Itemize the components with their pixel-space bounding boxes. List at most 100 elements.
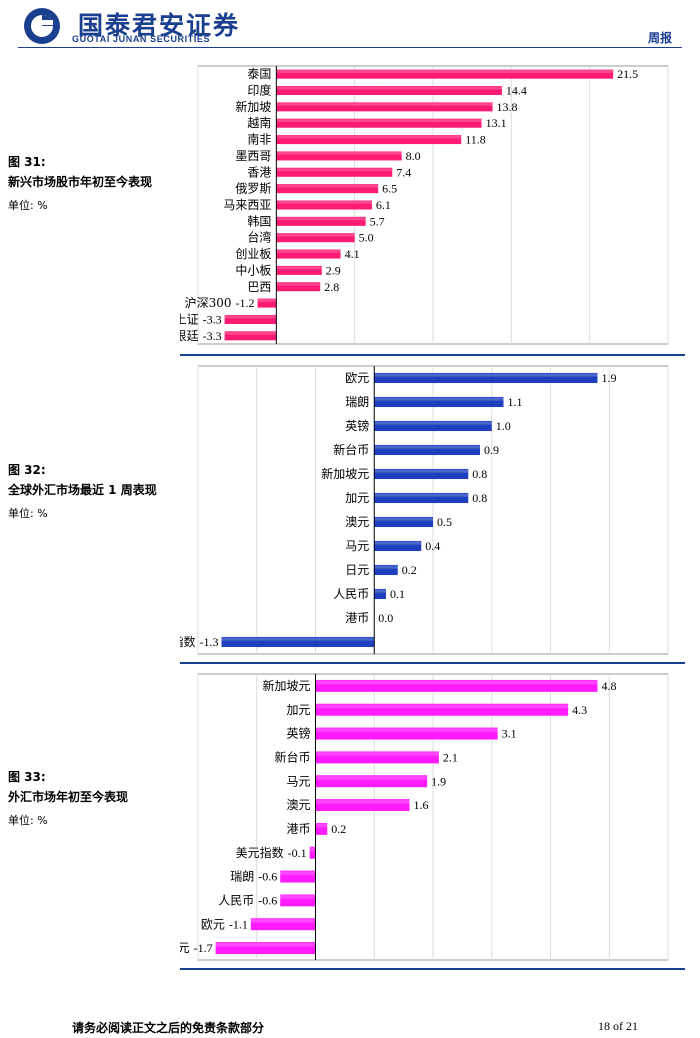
- category-label: 创业板: [235, 247, 271, 261]
- bar: [374, 420, 492, 432]
- bar-group: [221, 636, 375, 648]
- data-label: 0.1: [390, 587, 405, 601]
- figure-32-divider: [180, 662, 685, 664]
- figure-33-title: 外汇市场年初至今表现: [8, 790, 129, 804]
- data-label: 6.1: [376, 198, 391, 212]
- bar: [315, 679, 598, 692]
- bar-group: [257, 298, 277, 308]
- category-label: 澳元: [286, 798, 310, 812]
- bar-group: [374, 468, 469, 480]
- bar-highlight: [280, 894, 316, 900]
- data-label: 5.0: [359, 231, 374, 245]
- category-label: 韩国: [247, 213, 271, 228]
- figure-31-chart: 21.5 泰国 14.4 印度 13.8 新加坡 13.1 越南 11.8 南非 8.0 墨西哥 7.4…: [180, 65, 669, 345]
- figure-31-title: 新兴市场股市年初至今表现: [8, 175, 153, 189]
- bar-group: [309, 846, 316, 859]
- bar-group: [374, 516, 433, 528]
- data-label: 0.8: [472, 467, 487, 481]
- bar-highlight: [315, 775, 428, 781]
- bar-group: [276, 167, 393, 177]
- bar-highlight: [276, 184, 379, 188]
- bar-highlight: [315, 727, 498, 733]
- category-label: 马元: [286, 774, 310, 788]
- bar-group: [315, 727, 498, 740]
- disclaimer-note: 请务必阅读正文之后的免责条款部分: [72, 1021, 265, 1035]
- bar: [221, 636, 375, 648]
- category-label: 英镑: [345, 418, 369, 433]
- category-label: 英镑: [286, 726, 310, 741]
- category-label: 新台币: [274, 749, 310, 764]
- category-label: 台湾: [247, 230, 271, 245]
- data-label: 13.1: [486, 116, 507, 130]
- bar: [280, 870, 316, 883]
- bar-highlight: [374, 396, 504, 402]
- bar: [374, 396, 504, 408]
- bar-highlight: [276, 69, 614, 74]
- bar-group: [374, 372, 598, 384]
- data-label: 3.1: [502, 727, 517, 741]
- category-label: 日元: [180, 941, 190, 955]
- bar-highlight: [276, 118, 482, 123]
- category-label: 马来西亚: [223, 198, 271, 212]
- figure-33-divider: [180, 968, 685, 970]
- bar-highlight: [224, 331, 277, 336]
- data-label: 0.9: [484, 443, 499, 457]
- bar: [315, 822, 328, 835]
- category-label: 美元指数: [236, 845, 284, 860]
- category-label: 中国上证: [180, 311, 199, 326]
- data-label: 1.1: [508, 395, 523, 409]
- bar-group: [315, 799, 410, 812]
- data-label: 8.0: [406, 149, 421, 163]
- data-label: 0.4: [425, 539, 440, 553]
- data-label: 1.0: [496, 419, 511, 433]
- category-label: 印度: [247, 83, 271, 98]
- bar-group: [315, 703, 569, 716]
- bar-group: [374, 540, 422, 552]
- bar: [276, 233, 355, 243]
- category-label: 沪深300: [185, 296, 232, 310]
- figure-31-label: 图 31:: [8, 155, 46, 169]
- bar-highlight: [276, 216, 366, 221]
- category-label: 中小板: [235, 262, 271, 277]
- data-label: -1.7: [194, 941, 213, 955]
- bar-highlight: [276, 265, 322, 270]
- data-label: 0.8: [472, 491, 487, 505]
- category-label: 巴西: [247, 280, 271, 294]
- bar-group: [315, 775, 428, 788]
- bar-group: [276, 216, 366, 226]
- bar: [276, 265, 322, 275]
- category-label: 马元: [345, 539, 369, 553]
- bar-highlight: [276, 282, 321, 287]
- bar-highlight: [276, 102, 493, 107]
- data-label: 0.2: [402, 563, 417, 577]
- bar-group: [224, 331, 277, 341]
- category-label: 人民币: [218, 893, 254, 907]
- category-label: 加元: [345, 491, 369, 505]
- data-label: 1.9: [431, 774, 446, 788]
- figure-33-caption: 图 33: 外汇市场年初至今表现 单位: %: [8, 767, 176, 831]
- data-label: 4.1: [345, 247, 360, 261]
- data-label: -1.3: [200, 635, 219, 649]
- bar: [374, 588, 386, 600]
- bar-highlight: [276, 86, 502, 90]
- figure-32-label: 图 32:: [8, 463, 46, 477]
- data-label: -3.3: [203, 329, 222, 343]
- bar-highlight: [374, 444, 480, 450]
- bar: [276, 200, 372, 210]
- company-logo-icon: [24, 8, 60, 44]
- bar: [276, 86, 502, 96]
- bar: [315, 703, 569, 716]
- bar-highlight: [315, 679, 598, 685]
- category-label: 人民币: [333, 587, 369, 601]
- bar-group: [276, 102, 493, 112]
- report-header: 国泰君安证券 GUOTAI JUNAN SECURITIES 周报: [0, 0, 700, 50]
- bar: [374, 444, 480, 456]
- figure-33-chart: 4.8 新加坡元 4.3 加元 3.1 英镑 2.1 新台币 1.9 马元 1.6 澳元 0.2 港币 -0…: [180, 673, 669, 961]
- bar-group: [374, 564, 398, 576]
- figure-31-caption: 图 31: 新兴市场股市年初至今表现 单位: %: [8, 152, 176, 216]
- company-name-en: GUOTAI JUNAN SECURITIES: [72, 34, 211, 44]
- bar-highlight: [221, 636, 375, 642]
- category-label: 港币: [286, 822, 310, 836]
- data-label: 0.0: [378, 611, 393, 625]
- figure-32-caption: 图 32: 全球外汇市场最近 1 周表现 单位: %: [8, 460, 176, 524]
